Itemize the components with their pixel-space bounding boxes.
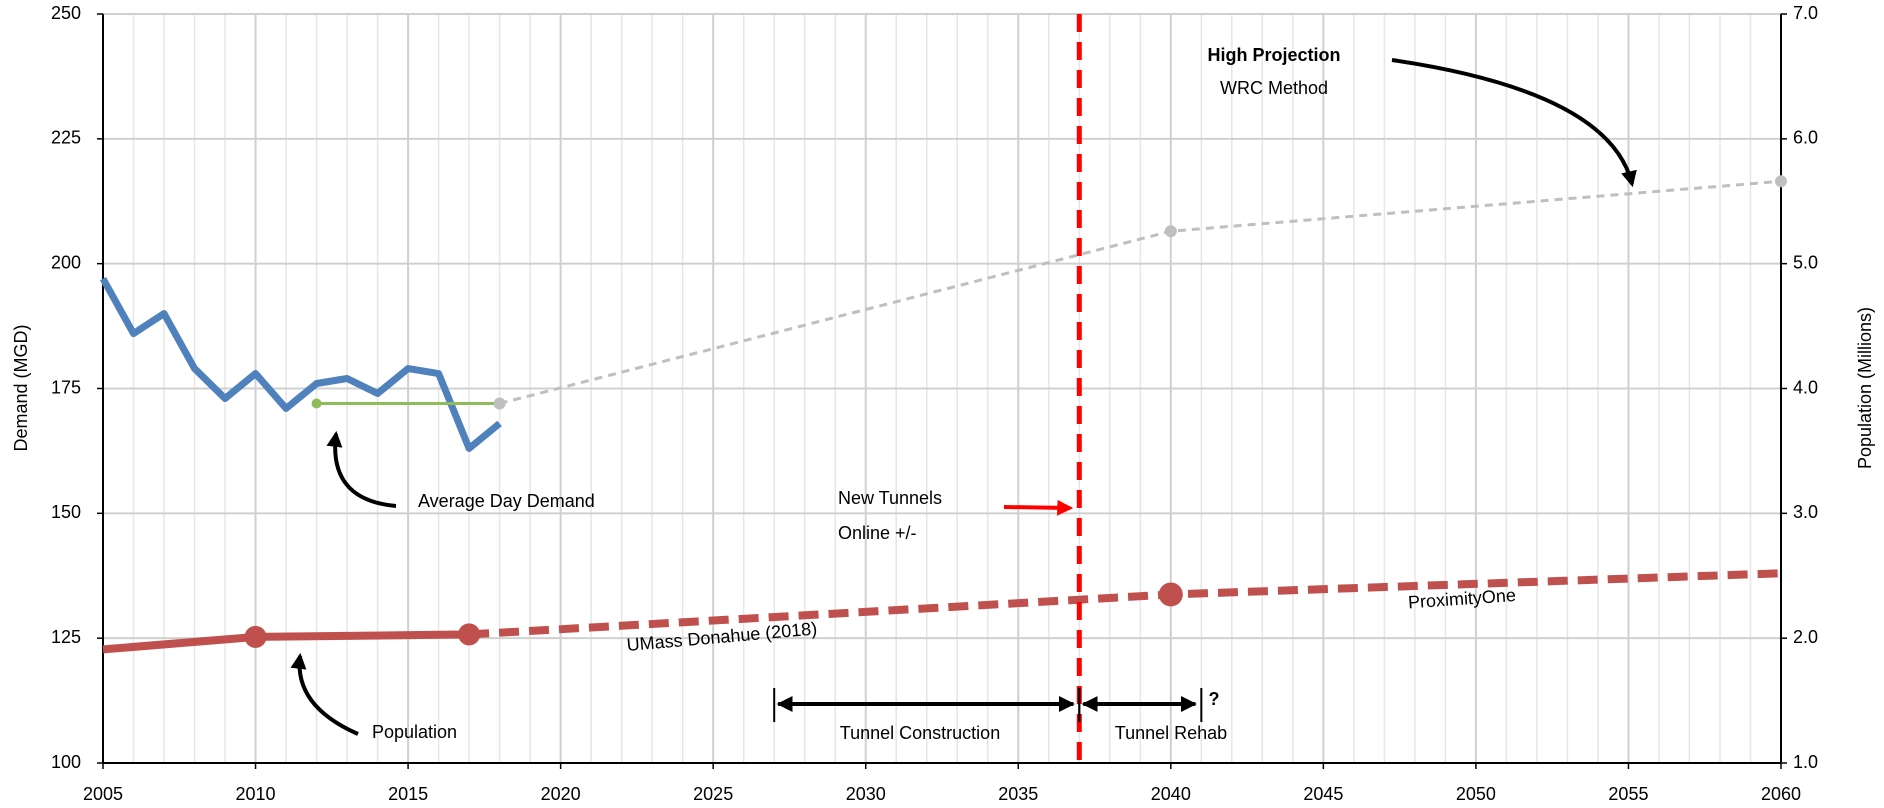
annotation: ? xyxy=(1209,689,1220,709)
point xyxy=(311,398,322,409)
x-tick-label: 2025 xyxy=(693,784,733,804)
y-tick-label: 150 xyxy=(51,502,81,522)
arrow xyxy=(326,430,397,508)
y-tick-label: 100 xyxy=(51,752,81,772)
series-line xyxy=(468,569,1782,639)
y-tick-label: 125 xyxy=(51,627,81,647)
y2-tick-label: 7.0 xyxy=(1793,3,1818,23)
x-tick-label: 2010 xyxy=(236,784,276,804)
x-tick-label: 2005 xyxy=(83,784,123,804)
reference-label: New Tunnels xyxy=(838,488,942,508)
y-axis-title: Demand (MGD) xyxy=(11,324,31,451)
y-tick-label: 225 xyxy=(51,128,81,148)
span-label: Tunnel Construction xyxy=(840,723,1000,743)
annotation: High Projection xyxy=(1207,45,1340,65)
reference-label: Online +/- xyxy=(838,523,917,543)
y-tick-label: 175 xyxy=(51,377,81,397)
x-tick-label: 2020 xyxy=(541,784,581,804)
span-label: Tunnel Rehab xyxy=(1115,723,1227,743)
marks xyxy=(99,14,1787,763)
arrow xyxy=(290,652,359,736)
annotation: WRC Method xyxy=(1220,78,1328,98)
point xyxy=(1164,225,1177,238)
y2-tick-label: 1.0 xyxy=(1793,752,1818,772)
y2-tick-label: 5.0 xyxy=(1793,252,1818,272)
point xyxy=(493,397,506,410)
arrow xyxy=(1003,499,1074,516)
y2-axis-title: Population (Millions) xyxy=(1855,307,1875,469)
annotation: Average Day Demand xyxy=(418,491,595,511)
point xyxy=(1775,175,1787,188)
x-tick-label: 2040 xyxy=(1151,784,1191,804)
x-tick-label: 2050 xyxy=(1456,784,1496,804)
annotation: Population xyxy=(372,722,457,742)
x-tick-label: 2030 xyxy=(846,784,886,804)
y2-tick-label: 4.0 xyxy=(1793,377,1818,397)
y2-tick-label: 2.0 xyxy=(1793,627,1818,647)
point xyxy=(1158,582,1183,607)
x-tick-label: 2035 xyxy=(998,784,1038,804)
y2-tick-label: 6.0 xyxy=(1793,128,1818,148)
y2-tick-label: 3.0 xyxy=(1793,502,1818,522)
annotation: ProximityOne xyxy=(1407,585,1516,612)
x-tick-label: 2045 xyxy=(1303,784,1343,804)
series-line xyxy=(99,276,502,452)
point xyxy=(244,625,267,648)
x-tick-label: 2055 xyxy=(1608,784,1648,804)
y-tick-label: 250 xyxy=(51,3,81,23)
arrow xyxy=(1391,58,1637,188)
y-tick-label: 200 xyxy=(51,252,81,272)
x-tick-label: 2060 xyxy=(1761,784,1801,804)
grid xyxy=(97,13,1787,769)
x-tick-label: 2015 xyxy=(388,784,428,804)
